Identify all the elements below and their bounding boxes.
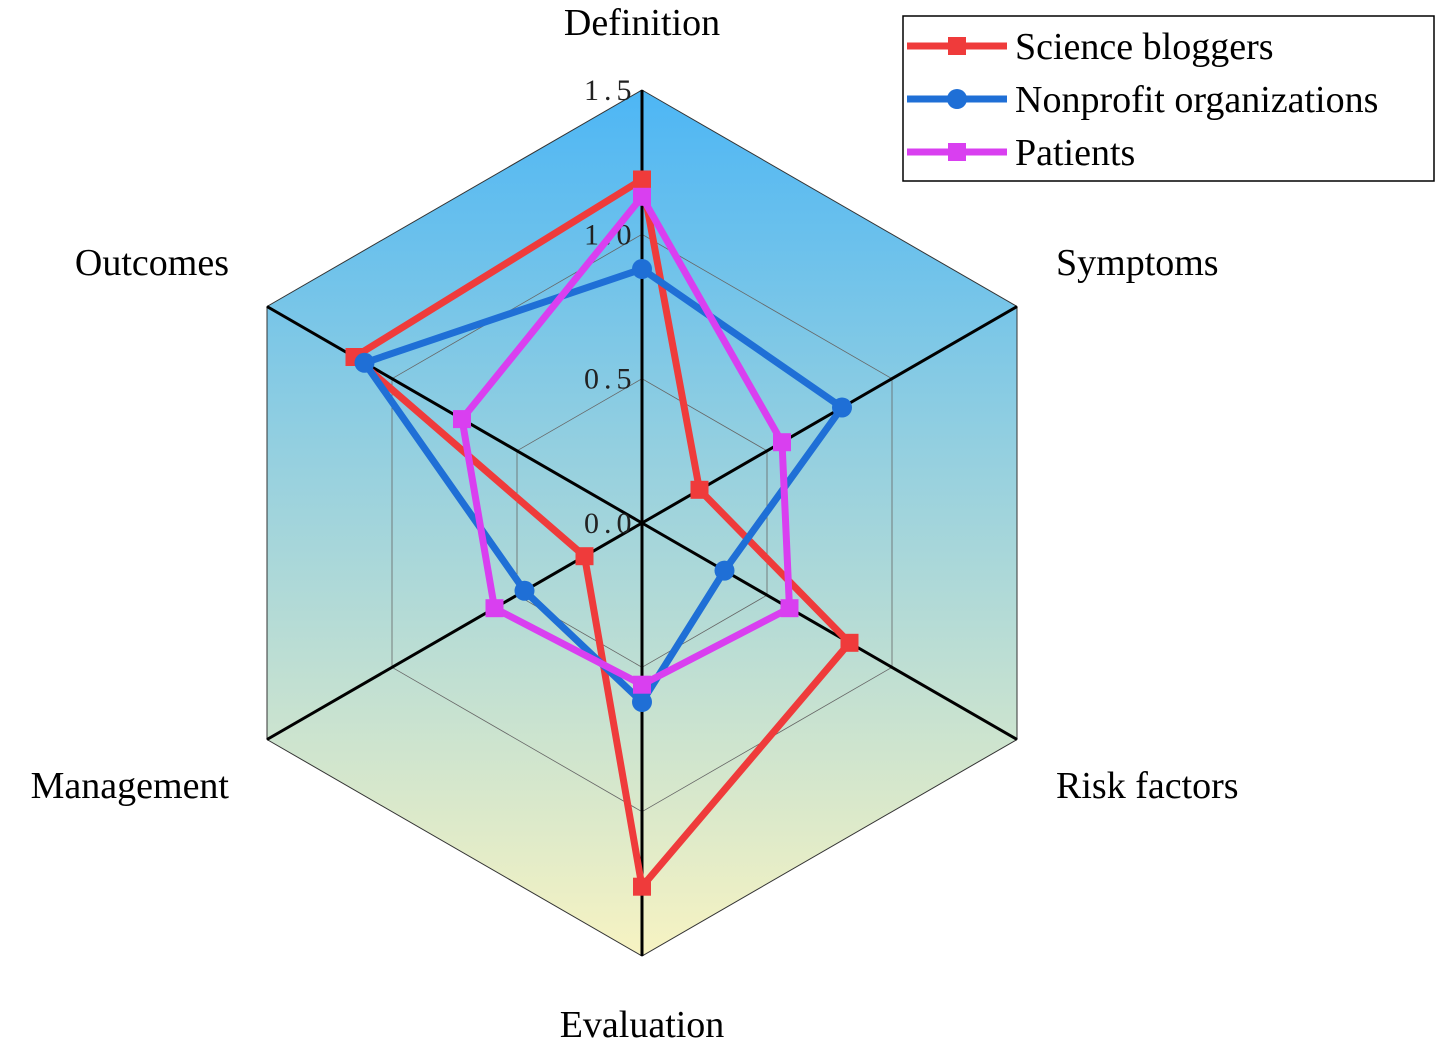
data-point bbox=[773, 433, 791, 452]
legend-label: Patients bbox=[1015, 132, 1135, 174]
data-point bbox=[514, 580, 535, 601]
axis-label-management: Management bbox=[31, 765, 230, 807]
legend-item-science-bloggers: Science bloggers bbox=[907, 26, 1274, 68]
data-point bbox=[690, 480, 709, 499]
axis-label-definition: Definition bbox=[564, 2, 720, 44]
legend-item-patients: Patients bbox=[907, 132, 1135, 174]
axis-label-symptoms: Symptoms bbox=[1056, 242, 1219, 284]
data-point bbox=[780, 599, 799, 618]
axis-label-risk-factors: Risk factors bbox=[1056, 765, 1239, 807]
data-point bbox=[633, 675, 651, 694]
legend-swatch-marker bbox=[948, 37, 966, 55]
radar-series bbox=[345, 170, 859, 896]
data-point bbox=[832, 397, 852, 418]
data-point bbox=[354, 352, 375, 373]
data-point bbox=[453, 410, 471, 429]
legend-swatch-marker bbox=[948, 143, 966, 161]
data-point bbox=[632, 692, 652, 712]
series-nonprofit-organizations bbox=[354, 259, 852, 712]
data-point bbox=[714, 560, 735, 581]
legend-swatch-marker bbox=[947, 89, 967, 109]
legend: Science bloggers Nonprofit organizations P… bbox=[902, 15, 1435, 182]
data-point bbox=[632, 259, 652, 279]
data-point bbox=[840, 633, 859, 652]
axis-line-risk-factors bbox=[641, 521, 1018, 741]
radar-axis-labels: Definition Symptoms Risk factors Evaluation… bbox=[31, 2, 1239, 1045]
axis-label-outcomes: Outcomes bbox=[75, 242, 229, 284]
data-point bbox=[633, 187, 651, 206]
axis-label-evaluation: Evaluation bbox=[560, 1004, 725, 1045]
data-point bbox=[485, 599, 504, 618]
data-point bbox=[633, 170, 651, 189]
tick-label: 1.5 bbox=[584, 74, 637, 107]
tick-label: 0.5 bbox=[584, 363, 637, 396]
legend-item-nonprofit-organizations: Nonprofit organizations bbox=[907, 79, 1378, 121]
series-patients bbox=[453, 187, 799, 694]
data-point bbox=[633, 877, 651, 896]
tick-label: 0.0 bbox=[584, 507, 637, 540]
legend-label: Science bloggers bbox=[1015, 26, 1274, 68]
data-point bbox=[575, 547, 594, 566]
legend-label: Nonprofit organizations bbox=[1015, 79, 1378, 121]
